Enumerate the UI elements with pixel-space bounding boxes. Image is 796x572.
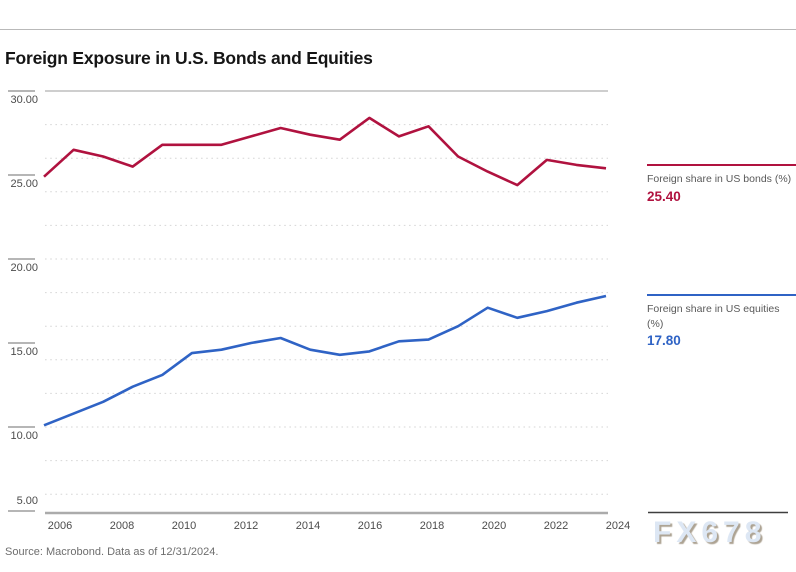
legend-bonds-label: Foreign share in US bonds (%) xyxy=(647,173,792,185)
x-tick-label: 2010 xyxy=(171,520,197,532)
x-tick-label: 2018 xyxy=(419,520,445,532)
legend-bonds-value: 25.40 xyxy=(647,188,681,204)
legend-bonds-line-swatch xyxy=(647,164,796,166)
y-tick-label: 25.00 xyxy=(10,178,38,190)
source-note: Source: Macrobond. Data as of 12/31/2024… xyxy=(5,546,219,558)
x-tick-label: 2016 xyxy=(357,520,383,532)
legend-equities-label-line2: (%) xyxy=(647,317,664,330)
x-tick-label: 2014 xyxy=(295,520,321,532)
y-tick-label: 15.00 xyxy=(10,346,38,358)
fx678-watermark: FX678 xyxy=(653,516,767,549)
x-tick-label: 2008 xyxy=(109,520,135,532)
legend-equities-value: 17.80 xyxy=(647,333,681,348)
y-tick-label: 10.00 xyxy=(10,430,38,442)
equities-series-line xyxy=(43,294,607,427)
x-tick-label: 2012 xyxy=(233,520,259,532)
legend-equities: Foreign share in US equities (%) 17.80 xyxy=(647,294,796,348)
legend-equities-line-swatch xyxy=(647,294,796,296)
y-tick-label: 5.00 xyxy=(16,495,38,507)
top-divider xyxy=(0,29,796,30)
y-tick-label: 20.00 xyxy=(10,262,38,274)
bonds-series-line xyxy=(43,116,607,187)
y-tick-label: 30.00 xyxy=(10,94,38,106)
legend-equities-label-line1: Foreign share in US equities xyxy=(647,303,780,315)
x-tick-label: 2022 xyxy=(543,520,569,532)
x-tick-label: 2006 xyxy=(47,520,73,532)
x-tick-label: 2020 xyxy=(481,520,507,532)
legend-bonds: Foreign share in US bonds (%) 25.40 xyxy=(647,164,796,204)
x-tick-label: 2024 xyxy=(605,520,631,532)
page-title: Foreign Exposure in U.S. Bonds and Equit… xyxy=(5,48,373,68)
